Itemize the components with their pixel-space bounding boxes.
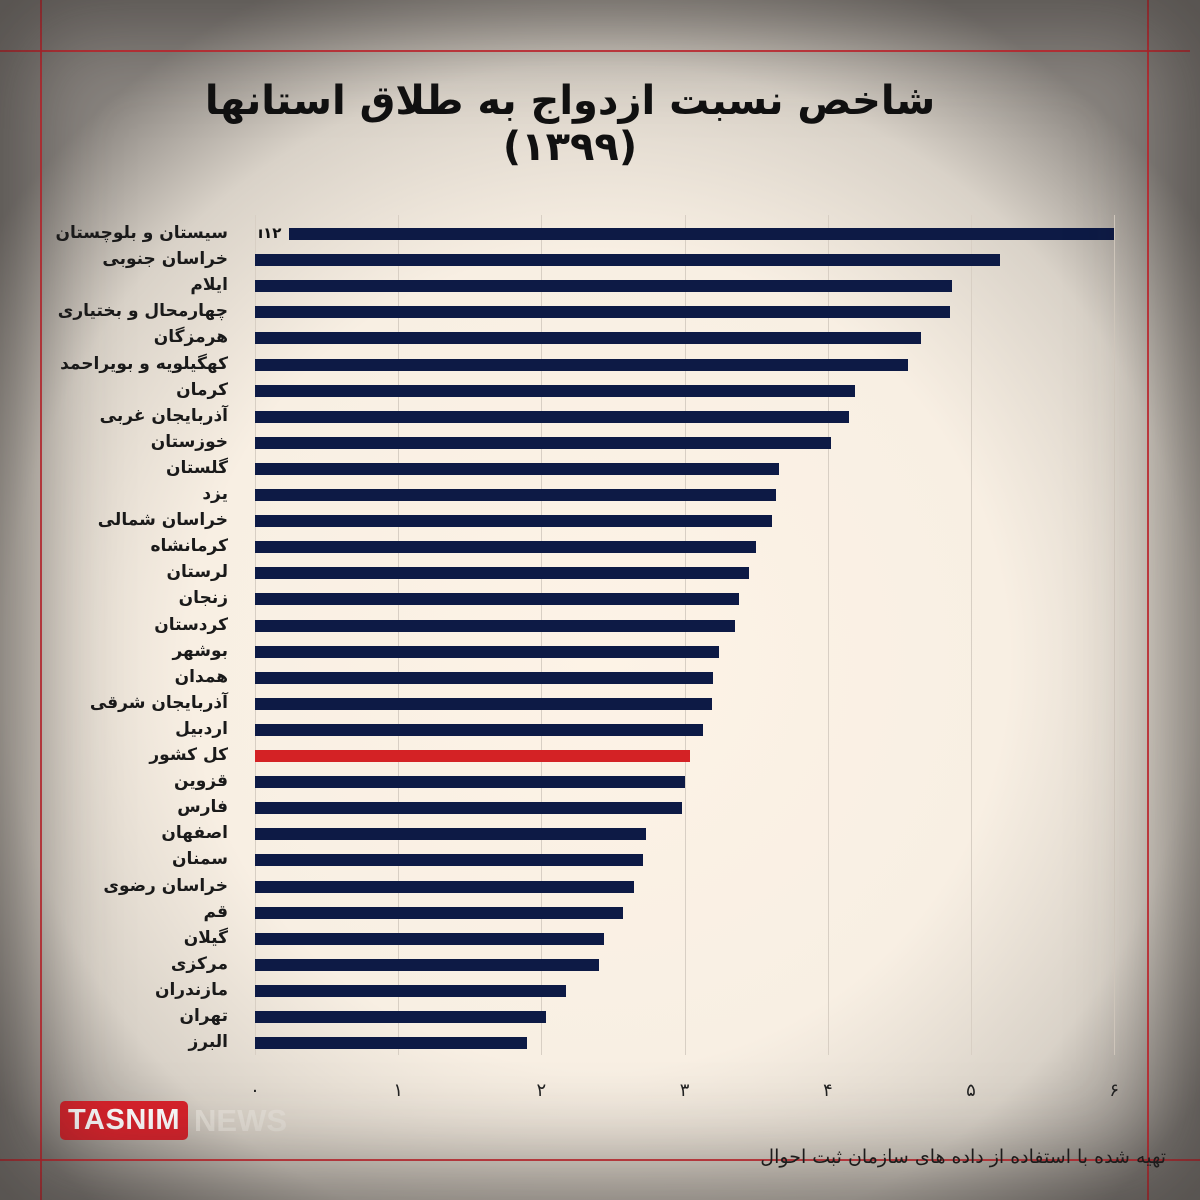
- category-label: چهارمحال و بختیاری: [57, 301, 228, 322]
- category-label: هرمزگان: [153, 327, 228, 348]
- bar: [255, 410, 850, 423]
- bar: [255, 436, 831, 449]
- gridline: [398, 215, 400, 1055]
- bar: [255, 906, 624, 919]
- category-label: کرمانشاه: [150, 536, 228, 557]
- bar: [255, 280, 953, 293]
- category-label: مازندران: [154, 979, 228, 1000]
- category-label: اصفهان: [161, 823, 228, 844]
- category-label: قم: [203, 901, 228, 922]
- gridline: [255, 215, 256, 1055]
- category-label: البرز: [188, 1032, 228, 1053]
- x-tick-label: ۳: [679, 1080, 690, 1101]
- bar: [255, 984, 566, 997]
- bar: [255, 593, 740, 606]
- bar: [255, 567, 750, 580]
- bar: [255, 645, 719, 658]
- bar: [255, 828, 646, 841]
- category-label: خوزستان: [150, 431, 228, 452]
- x-tick-label: ۰: [250, 1080, 260, 1101]
- x-tick-label: ۱: [393, 1080, 404, 1101]
- chart-title: شاخص نسبت ازدواج به طلاق استانها (۱۳۹۹): [204, 78, 936, 170]
- logo-secondary: NEWS: [194, 1102, 288, 1138]
- x-tick-label: ۴: [822, 1080, 833, 1101]
- category-label: قزوین: [174, 771, 228, 792]
- bar: [255, 541, 757, 554]
- bar: [255, 515, 772, 528]
- bar: [255, 489, 777, 501]
- bar: [255, 880, 635, 893]
- bar: [255, 1011, 546, 1023]
- category-label: یزد: [202, 484, 228, 504]
- frame-line-left: [40, 0, 42, 1200]
- bar: [255, 1037, 528, 1050]
- plot-area: [255, 215, 1116, 1055]
- bar: [255, 723, 704, 736]
- bar: [255, 358, 908, 371]
- bar: [289, 228, 1115, 240]
- overflow-value-label: ı۱۲: [258, 224, 282, 242]
- gridline: [827, 215, 829, 1055]
- category-label: زنجان: [178, 588, 228, 609]
- category-label: گلستان: [166, 457, 228, 478]
- gridline: [1114, 215, 1116, 1055]
- bar: [255, 254, 1000, 267]
- bar: [255, 854, 644, 867]
- bar: [255, 802, 682, 815]
- gridline: [541, 215, 543, 1055]
- category-label: خراسان جنوبی: [102, 249, 228, 270]
- category-label: تهران: [179, 1006, 228, 1026]
- tasnim-logo: TASNIM NEWS: [60, 1101, 287, 1140]
- category-label: گیلان: [183, 927, 228, 948]
- category-label: بوشهر: [172, 640, 228, 661]
- bar: [255, 671, 714, 684]
- bar: [255, 932, 605, 945]
- frame-line-bottom: [0, 1159, 1200, 1161]
- bar: [255, 306, 950, 319]
- bar: [255, 384, 855, 397]
- category-label: کردستان: [154, 614, 228, 635]
- category-label: فارس: [177, 797, 228, 818]
- x-tick-label: ۲: [536, 1080, 547, 1101]
- category-label: همدان: [174, 666, 228, 687]
- x-tick-label: ۶: [1109, 1080, 1120, 1101]
- category-label: اردبیل: [175, 718, 228, 739]
- bar-national-average: [255, 750, 691, 762]
- category-label: لرستان: [166, 562, 228, 583]
- logo-primary: TASNIM: [60, 1101, 189, 1140]
- category-label: خراسان شمالی: [97, 510, 228, 531]
- source-note: تهیه شده با استفاده از داده های سازمان ث…: [760, 1146, 1166, 1168]
- category-label: خراسان رضوی: [103, 875, 228, 896]
- bar: [255, 332, 921, 345]
- category-label: کرمان: [176, 379, 228, 400]
- gridline: [971, 215, 972, 1055]
- bar: [255, 697, 712, 710]
- category-label: آذربایجان شرقی: [89, 692, 228, 713]
- category-label: ایلام: [190, 275, 228, 296]
- bar: [255, 619, 735, 632]
- bar: [255, 776, 685, 789]
- x-tick-label: ۵: [966, 1080, 976, 1101]
- category-label: سیستان و بلوچستان: [55, 223, 228, 243]
- category-label: سمنان: [172, 849, 228, 870]
- category-label: آذربایجان غربی: [99, 405, 228, 426]
- gridline: [684, 215, 686, 1055]
- category-label: کل کشور: [149, 745, 228, 765]
- category-label: مرکزی: [170, 953, 228, 974]
- frame-line-top: [0, 50, 1190, 52]
- category-label: کهگیلویه و بویراحمد: [60, 353, 228, 374]
- frame-line-right: [1147, 0, 1149, 1200]
- bar: [255, 462, 780, 475]
- bar: [255, 958, 599, 971]
